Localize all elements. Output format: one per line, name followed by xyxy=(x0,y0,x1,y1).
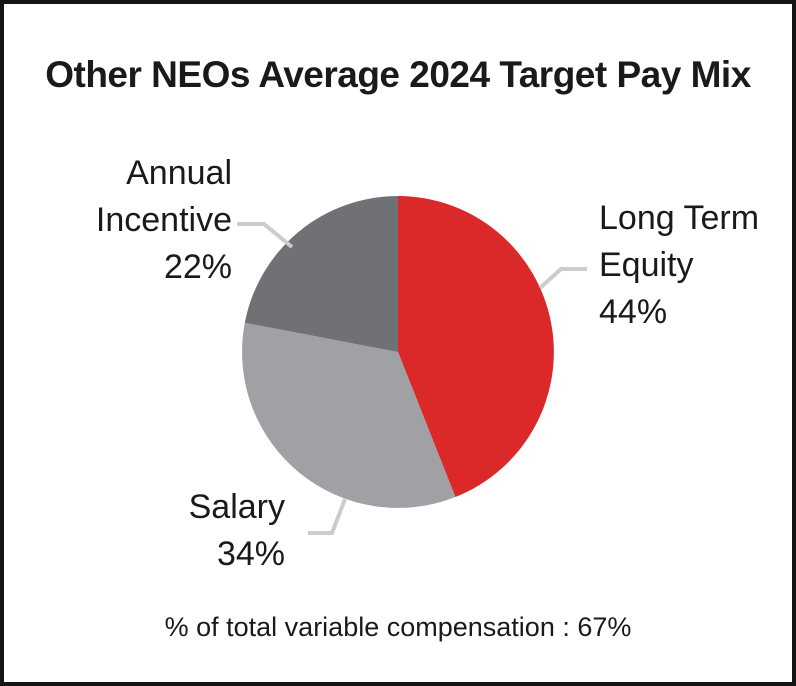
chart-footnote: % of total variable compensation : 67% xyxy=(164,612,632,642)
chart-title: Other NEOs Average 2024 Target Pay Mix xyxy=(45,54,751,95)
label-long-term-equity: Long Term Equity 44% xyxy=(599,199,760,331)
pie-slices xyxy=(242,196,554,508)
leader-line-annual-incentive xyxy=(237,222,294,249)
pie-slice-annual-incentive xyxy=(244,196,398,352)
label-salary: Salary 34% xyxy=(188,488,285,573)
leader-line-salary xyxy=(308,498,347,535)
leader-lines xyxy=(237,222,587,535)
leader-line-long-term-equity xyxy=(538,267,587,290)
label-annual-incentive: Annual Incentive 22% xyxy=(95,154,232,286)
pie-slice-long-term-equity xyxy=(398,196,554,497)
pie-slice-salary xyxy=(242,322,456,508)
